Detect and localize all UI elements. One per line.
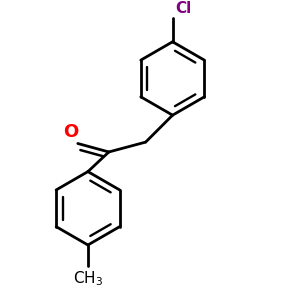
Text: Cl: Cl	[175, 2, 191, 16]
Text: O: O	[63, 123, 78, 141]
Text: CH$_3$: CH$_3$	[73, 269, 103, 288]
